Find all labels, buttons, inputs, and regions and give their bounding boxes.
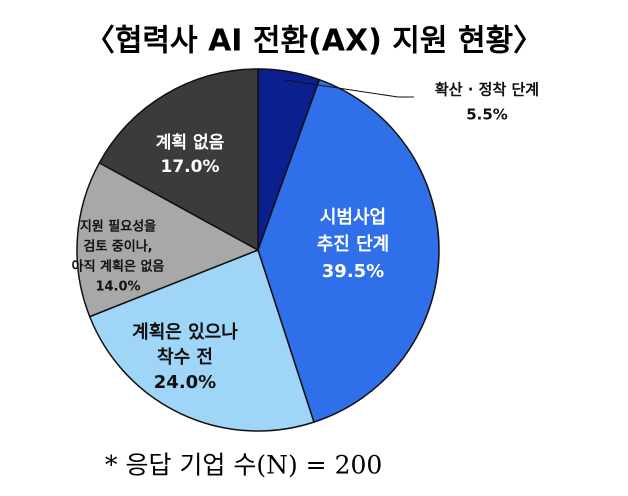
footnote: * 응답 기업 수(N) = 200 bbox=[105, 451, 382, 480]
slice-label: 지원 필요성을 bbox=[80, 219, 156, 235]
pie-slice bbox=[257, 78, 440, 424]
value-label: 14.0% bbox=[95, 280, 140, 295]
value-label: 39.5% bbox=[322, 261, 384, 282]
slice-label: 계획 없음 bbox=[156, 133, 225, 153]
value-label: 5.5% bbox=[466, 106, 508, 124]
pie-slice bbox=[98, 68, 259, 252]
slice-label: 확산 · 정착 단계 bbox=[435, 81, 539, 99]
slice-label: 착수 전 bbox=[157, 347, 213, 368]
slice-label: 시범사업 bbox=[320, 207, 386, 228]
slice-label: 계획은 있으나 bbox=[132, 322, 238, 343]
chart-title: 〈협력사 AI 전환(AX) 지원 현황〉 bbox=[85, 24, 543, 59]
value-label: 24.0% bbox=[154, 372, 216, 393]
slice-label: 추진 단계 bbox=[317, 234, 390, 255]
pie-slice bbox=[76, 161, 260, 318]
slice-label: 검토 중이나, bbox=[83, 239, 152, 255]
slice-label: 아직 계획은 없음 bbox=[72, 259, 165, 275]
leader-line bbox=[284, 79, 414, 98]
pie-slice bbox=[88, 249, 315, 432]
value-label: 17.0% bbox=[161, 157, 220, 177]
